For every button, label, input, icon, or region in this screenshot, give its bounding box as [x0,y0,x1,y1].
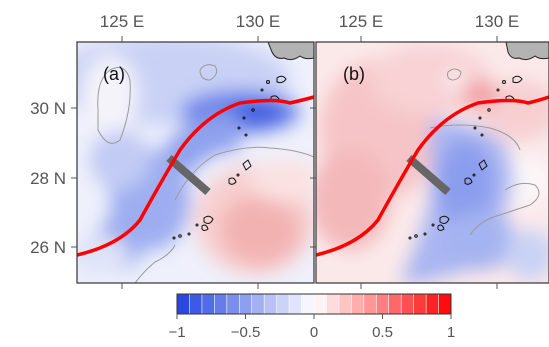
colorbar-bins [177,294,452,314]
colorbar-tick-label-neg1: −1 [168,324,185,341]
colorbar-bin [438,294,452,314]
islands-a [172,75,287,240]
colorbar-bin [388,294,402,314]
colorbar-bin [426,294,439,314]
x-tick-label-130e-b: 130 E [475,12,519,31]
colorbar-bin [314,294,327,314]
colorbar-bin [177,294,190,314]
colorbar-bin [251,294,265,314]
colorbar-bin [326,294,340,314]
panel-b-field [316,42,549,283]
colorbar-ticks [176,314,452,319]
land-kyushu-b [505,42,549,61]
x-tick-label-125e-b: 125 E [339,12,383,31]
section-line-b [406,154,451,196]
colorbar-bin [413,294,427,314]
colorbar-tick-label-1: 1 [447,324,455,341]
land-kyushu-a [267,42,314,61]
colorbar-bin [226,294,240,314]
colorbar-bin [401,294,414,314]
panel-a-frame [76,41,315,284]
colorbar-bin [239,294,253,314]
colorbar-bin [201,294,215,314]
x-tick-label-125e-a: 125 E [100,12,144,31]
colorbar: −1 −0.5 0 0.5 1 [168,293,455,341]
colorbar-tick-label-0: 0 [310,324,318,341]
colorbar-bin [376,294,390,314]
colorbar-bin [264,294,277,314]
map-panel-b: (b) [315,41,549,284]
panel-b-frame [315,41,549,284]
section-line-a [166,154,211,196]
colorbar-bin [276,294,290,314]
current-path-b [316,95,549,257]
colorbar-bin [351,294,365,314]
colorbar-bin [289,294,302,314]
colorbar-tick-label-neg05: −0.5 [231,324,261,341]
islands-b [408,75,523,240]
colorbar-bin [189,294,203,314]
panel-b-label: (b) [343,64,365,84]
y-tick-label-30n: 30 N [30,99,66,118]
y-tick-label-26n: 26 N [30,238,66,257]
current-path-a [77,95,314,257]
colorbar-bin [214,294,228,314]
colorbar-bin [363,294,377,314]
colorbar-bin [301,294,315,314]
colorbar-tick-label-05: 0.5 [372,324,393,341]
x-tick-label-130e-a: 130 E [236,12,280,31]
panel-a-label: (a) [103,64,125,84]
map-panel-a: (a) [76,41,315,284]
colorbar-bin [338,294,352,314]
y-tick-label-28n: 28 N [30,169,66,188]
axis-ticks [71,36,498,289]
panel-a-field [77,42,314,283]
